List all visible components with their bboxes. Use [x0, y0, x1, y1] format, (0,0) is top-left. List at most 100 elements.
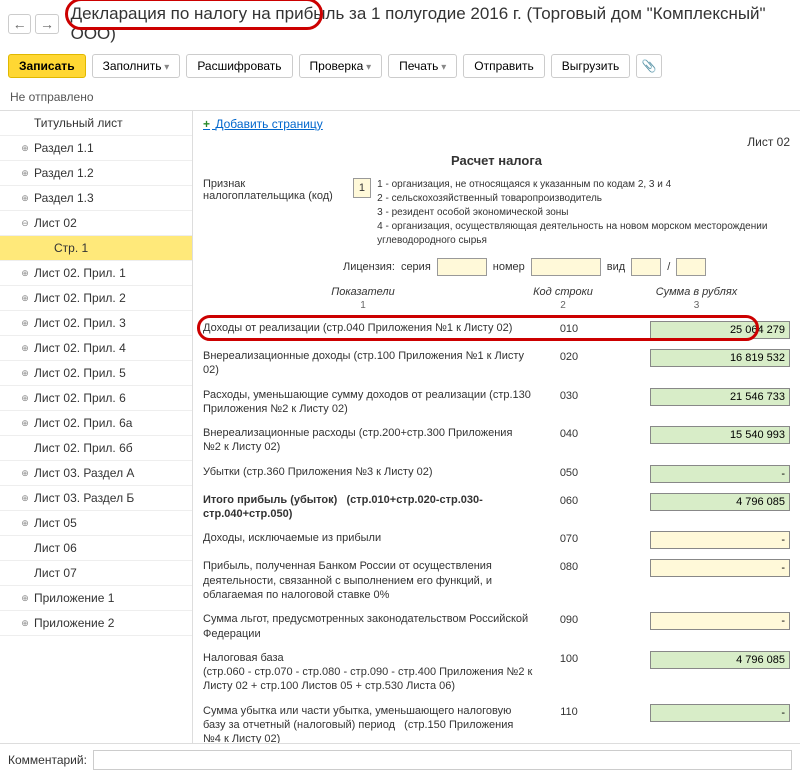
tree-item[interactable]: ⊕Лист 02. Прил. 1 [0, 261, 192, 286]
tree-item[interactable]: Лист 07 [0, 561, 192, 586]
tree-item-label: Лист 06 [34, 541, 77, 555]
send-button[interactable]: Отправить [463, 54, 545, 78]
tree-expand-icon [20, 568, 30, 578]
line-value-input[interactable] [650, 426, 790, 444]
tree-item[interactable]: ⊕Раздел 1.1 [0, 136, 192, 161]
line-value-cell [605, 704, 790, 722]
license-type-input-2[interactable] [676, 258, 706, 276]
tree-item[interactable]: ⊕Лист 02. Прил. 4 [0, 336, 192, 361]
calc-line-row: Сумма льгот, предусмотренных законодател… [203, 608, 790, 647]
tree-item[interactable]: ⊕Лист 02. Прил. 5 [0, 361, 192, 386]
status-text: Не отправлено [0, 84, 800, 111]
tree-item[interactable]: ⊕Лист 05 [0, 511, 192, 536]
subheader-1: 1 [203, 300, 523, 311]
tree-item-label: Раздел 1.2 [34, 166, 94, 180]
calc-line-row: Внереализационные доходы (стр.100 Прилож… [203, 345, 790, 384]
tree-item[interactable]: Лист 02. Прил. 6б [0, 436, 192, 461]
tree-item-label: Лист 02. Прил. 6 [34, 391, 126, 405]
line-value-input[interactable] [650, 612, 790, 630]
line-description: Доходы от реализации (стр.040 Приложения… [203, 321, 533, 335]
line-code: 060 [539, 493, 599, 507]
tree-item[interactable]: Лист 06 [0, 536, 192, 561]
nav-forward-button[interactable]: → [35, 14, 58, 34]
tree-item-label: Лист 02 [34, 216, 77, 230]
tree-expand-icon [20, 443, 30, 453]
tree-item-label: Лист 02. Прил. 2 [34, 291, 126, 305]
comment-input[interactable] [93, 750, 792, 770]
comment-label: Комментарий: [8, 753, 87, 767]
calc-line-row: Внереализационные расходы (стр.200+стр.3… [203, 422, 790, 461]
column-subheaders: 1 2 3 [203, 300, 790, 311]
tree-item[interactable]: Титульный лист [0, 111, 192, 136]
line-value-input[interactable] [650, 321, 790, 339]
line-description: Внереализационные расходы (стр.200+стр.3… [203, 426, 533, 455]
nav-back-button[interactable]: ← [8, 14, 31, 34]
license-series-label: серия [401, 261, 431, 273]
tree-expand-icon: ⊖ [20, 218, 30, 228]
line-description: Внереализационные доходы (стр.100 Прилож… [203, 349, 533, 378]
check-button[interactable]: Проверка [299, 54, 383, 78]
taxpayer-notes: 1 - организация, не относящаяся к указан… [377, 178, 790, 248]
plus-icon: + [203, 117, 210, 131]
tree-item[interactable]: ⊕Приложение 2 [0, 611, 192, 636]
line-code: 110 [539, 704, 599, 718]
line-value-input[interactable] [650, 349, 790, 367]
tree-item[interactable]: ⊕Лист 02. Прил. 6а [0, 411, 192, 436]
sidebar-tree: Титульный лист⊕Раздел 1.1⊕Раздел 1.2⊕Раз… [0, 111, 192, 743]
tree-item[interactable]: ⊕Раздел 1.2 [0, 161, 192, 186]
print-button[interactable]: Печать [388, 54, 457, 78]
line-value-cell [605, 321, 790, 339]
line-code: 040 [539, 426, 599, 440]
license-series-input[interactable] [437, 258, 487, 276]
tree-item[interactable]: ⊕Лист 02. Прил. 6 [0, 386, 192, 411]
tree-expand-icon: ⊕ [20, 268, 30, 278]
calc-line-row: Доходы от реализации (стр.040 Приложения… [203, 317, 790, 345]
calc-line-row: Прибыль, полученная Банком России от осу… [203, 555, 790, 608]
tree-item-label: Стр. 1 [54, 241, 88, 255]
line-value-input[interactable] [650, 388, 790, 406]
tree-expand-icon [20, 543, 30, 553]
line-value-input[interactable] [650, 559, 790, 577]
tree-item[interactable]: ⊕Приложение 1 [0, 586, 192, 611]
license-number-label: номер [493, 261, 525, 273]
save-button[interactable]: Записать [8, 54, 86, 78]
line-value-cell [605, 651, 790, 669]
license-type-input-1[interactable] [631, 258, 661, 276]
tree-item[interactable]: ⊕Лист 02. Прил. 3 [0, 311, 192, 336]
line-description: Налоговая база (стр.060 - стр.070 - стр.… [203, 651, 533, 694]
line-code: 100 [539, 651, 599, 665]
tree-item[interactable]: Стр. 1 [0, 236, 192, 261]
taxpayer-code-input[interactable]: 1 [353, 178, 371, 198]
tree-item[interactable]: ⊕Лист 03. Раздел А [0, 461, 192, 486]
tree-expand-icon: ⊕ [20, 143, 30, 153]
line-value-input[interactable] [650, 465, 790, 483]
add-page-link[interactable]: + Добавить страницу [203, 117, 323, 131]
line-code: 020 [539, 349, 599, 363]
license-number-input[interactable] [531, 258, 601, 276]
line-code: 080 [539, 559, 599, 573]
tree-item[interactable]: ⊕Раздел 1.3 [0, 186, 192, 211]
tree-item-label: Раздел 1.3 [34, 191, 94, 205]
taxpayer-note: 4 - организация, осуществляющая деятельн… [377, 220, 790, 248]
page-title-text: Декларация по налогу на прибыль за 1 пол… [71, 4, 766, 43]
toolbar: Записать Заполнить Расшифровать Проверка… [0, 48, 800, 84]
tree-item[interactable]: ⊕Лист 02. Прил. 2 [0, 286, 192, 311]
calc-line-row: Сумма убытка или части убытка, уменьшающ… [203, 700, 790, 743]
export-button[interactable]: Выгрузить [551, 54, 631, 78]
tree-expand-icon: ⊕ [20, 343, 30, 353]
calc-line-row: Доходы, исключаемые из прибыли070 [203, 527, 790, 555]
header-indicators: Показатели [203, 286, 523, 298]
taxpayer-note: 1 - организация, не относящаяся к указан… [377, 178, 790, 192]
tree-item-label: Титульный лист [34, 116, 123, 130]
tree-item[interactable]: ⊖ Лист 02 [0, 211, 192, 236]
decrypt-button[interactable]: Расшифровать [186, 54, 292, 78]
tree-expand-icon: ⊕ [20, 318, 30, 328]
content-panel: + Добавить страницу Лист 02 Расчет налог… [192, 111, 800, 743]
tree-item[interactable]: ⊕Лист 03. Раздел Б [0, 486, 192, 511]
fill-button[interactable]: Заполнить [92, 54, 181, 78]
attach-button[interactable]: 📎 [636, 54, 662, 78]
line-value-input[interactable] [650, 651, 790, 669]
line-value-input[interactable] [650, 493, 790, 511]
line-value-input[interactable] [650, 704, 790, 722]
line-value-input[interactable] [650, 531, 790, 549]
